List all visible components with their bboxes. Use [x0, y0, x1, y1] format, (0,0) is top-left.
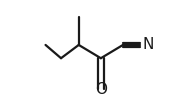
Text: O: O: [95, 82, 107, 97]
Text: N: N: [142, 37, 154, 52]
